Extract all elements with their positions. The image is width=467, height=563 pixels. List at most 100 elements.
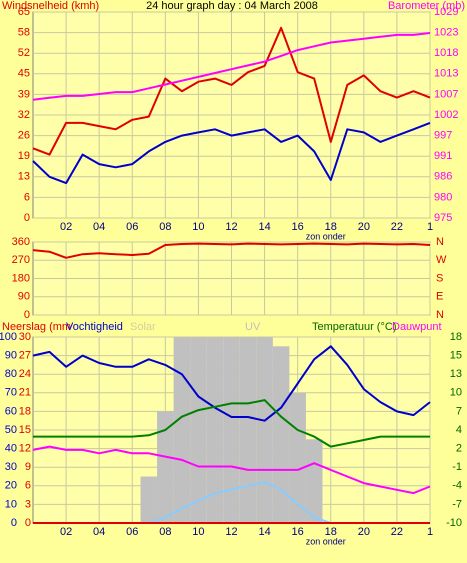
y-tick-label: W	[436, 254, 447, 266]
axis-title: Barometer (mb)	[388, 0, 465, 12]
bar	[223, 337, 240, 523]
y-tick-label: 0	[25, 517, 31, 529]
y-tick-label: 1007	[434, 88, 458, 100]
y-tick-label: 52	[18, 47, 30, 59]
y-tick-label: 30	[19, 331, 31, 343]
y-tick-label: 13	[18, 171, 30, 183]
axis-title: Temperatuur (°C)	[312, 321, 396, 333]
line	[32, 242, 431, 259]
series-label: Dauwpunt	[392, 321, 442, 333]
y-tick-label: 1018	[434, 47, 458, 59]
y-tick-label: 32	[18, 109, 30, 121]
chart-title: 24 hour graph day : 04 March 2008	[146, 0, 318, 12]
y-tick-label: E	[436, 291, 443, 303]
y-tick-label: 1002	[434, 109, 458, 121]
y-tick-label: 40	[5, 443, 17, 455]
y-tick-label: 0	[24, 212, 30, 224]
y-tick-label: 13	[450, 368, 462, 380]
y-tick-label: 12	[19, 443, 31, 455]
bar	[305, 439, 323, 523]
y-tick-label: 15	[450, 350, 462, 362]
y-tick-label: 0	[11, 517, 17, 529]
x-tick-label: 08	[159, 526, 171, 538]
y-tick-label: -1	[452, 461, 462, 473]
y-tick-label: 6	[25, 480, 31, 492]
line	[33, 399, 430, 448]
y-tick-label: 30	[5, 461, 17, 473]
y-tick-label: -7	[452, 498, 462, 510]
x-tick-label: 06	[126, 221, 138, 233]
x-tick-label: 18	[325, 221, 337, 233]
y-tick-label: 6	[24, 191, 30, 203]
y-tick-label: 7	[456, 405, 462, 417]
bar	[289, 392, 306, 523]
y-tick-label: -10	[446, 517, 462, 529]
axis-title: Windsnelheid (kmh)	[2, 0, 99, 12]
y-tick-label: 80	[5, 368, 17, 380]
y-tick-label: 1029	[434, 6, 458, 18]
line	[32, 345, 431, 422]
x-tick-label: 12	[225, 526, 237, 538]
y-tick-label: 65	[18, 6, 30, 18]
line	[32, 32, 431, 101]
y-tick-label: 1013	[434, 68, 458, 80]
y-tick-label: 18	[450, 331, 462, 343]
y-tick-label: 3	[25, 498, 31, 510]
y-tick-label: 26	[18, 130, 30, 142]
axis-title: Vochtigheid	[66, 321, 123, 333]
bar	[272, 346, 290, 523]
x-tick-label: 22	[391, 221, 403, 233]
x-tick-label: 18	[325, 526, 337, 538]
x-tick-label: 12	[225, 221, 237, 233]
y-tick-label: 58	[18, 27, 30, 39]
y-tick-label: 15	[19, 424, 31, 436]
y-tick-label: 0	[24, 309, 30, 321]
x-tick-label: 10	[192, 526, 204, 538]
annotation: zon onder	[306, 231, 346, 241]
x-tick-label: 10	[192, 221, 204, 233]
line	[32, 121, 431, 185]
x-tick-label: 1	[427, 221, 433, 233]
bar	[173, 337, 191, 523]
y-tick-label: 20	[5, 480, 17, 492]
x-tick-label: 08	[159, 221, 171, 233]
bar	[206, 337, 224, 523]
x-tick-label: 20	[358, 526, 370, 538]
y-tick-label: 70	[5, 387, 17, 399]
line	[32, 26, 431, 156]
y-tick-label: N	[436, 236, 444, 248]
y-tick-label: 100	[0, 331, 17, 343]
x-tick-label: 20	[358, 221, 370, 233]
y-tick-label: 39	[18, 88, 30, 100]
x-tick-label: 14	[258, 221, 270, 233]
y-tick-label: -4	[452, 480, 462, 492]
y-tick-label: 10	[450, 387, 462, 399]
series-label: UV	[245, 321, 261, 333]
y-tick-label: 4	[456, 424, 462, 436]
y-tick-label: 18	[19, 405, 31, 417]
y-tick-label: 50	[5, 424, 17, 436]
y-tick-label: 19	[18, 150, 30, 162]
y-tick-label: 180	[12, 272, 30, 284]
bar	[157, 411, 174, 523]
y-tick-label: 975	[434, 212, 452, 224]
x-tick-label: 16	[292, 526, 304, 538]
bar	[256, 337, 273, 523]
y-tick-label: N	[436, 309, 444, 321]
x-tick-label: 02	[60, 221, 72, 233]
annotation: zon onder	[306, 536, 346, 546]
y-tick-label: 10	[5, 498, 17, 510]
y-tick-label: 9	[25, 461, 31, 473]
y-tick-label: 991	[434, 150, 452, 162]
line	[32, 445, 431, 495]
y-tick-label: 2	[456, 443, 462, 455]
y-tick-label: 21	[19, 387, 31, 399]
bar	[190, 337, 207, 523]
x-tick-label: 02	[60, 526, 72, 538]
y-tick-label: 24	[19, 368, 31, 380]
bar	[239, 337, 257, 523]
y-tick-label: 997	[434, 130, 452, 142]
x-tick-label: 06	[126, 526, 138, 538]
